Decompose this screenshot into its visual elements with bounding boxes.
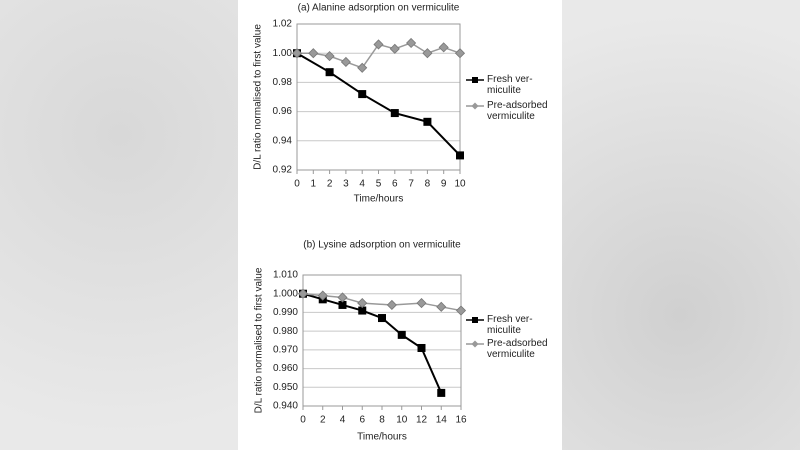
y-axis-label: D/L ratio normalised to first value: [253, 24, 264, 170]
y-tick-label: 0.990: [273, 307, 298, 318]
x-tick-label: 16: [455, 415, 467, 426]
chart-title: (b) Lysine adsorption on vermiculite: [303, 240, 461, 251]
y-axis-label: D/L ratio normalised to first value: [254, 267, 265, 413]
x-tick-label: 9: [441, 179, 447, 190]
x-tick-label: 1: [311, 179, 317, 190]
y-tick-label: 0.960: [273, 363, 298, 374]
x-tick-label: 10: [454, 179, 466, 190]
y-tick-label: 0.950: [273, 382, 298, 393]
marker: [455, 305, 467, 316]
marker: [438, 42, 449, 53]
x-tick-label: 12: [416, 415, 428, 426]
x-tick-label: 6: [359, 415, 365, 426]
marker: [338, 300, 347, 309]
y-tick-label: 0.940: [273, 401, 298, 412]
x-tick-label: 4: [359, 179, 365, 190]
marker: [324, 51, 335, 62]
marker: [358, 90, 367, 99]
marker: [386, 299, 397, 311]
marker: [357, 62, 368, 73]
y-tick-label: 1.010: [273, 270, 298, 281]
marker: [437, 388, 446, 397]
marker: [390, 109, 399, 118]
marker: [357, 298, 368, 309]
legend-entry: Pre-adsorbed vermiculite: [487, 338, 548, 360]
series-line: [302, 292, 443, 394]
marker: [423, 117, 432, 126]
marker: [406, 37, 417, 49]
x-tick-label: 7: [408, 179, 414, 190]
panel: [238, 0, 562, 450]
marker: [317, 290, 328, 301]
y-tick-label: 1.000: [273, 288, 298, 299]
marker: [291, 48, 303, 59]
marker: [297, 288, 309, 299]
marker: [436, 301, 447, 312]
y-tick-label: 1.02: [273, 19, 293, 30]
x-tick-label: 2: [320, 415, 326, 426]
y-tick-label: 0.96: [273, 106, 293, 117]
x-tick-label: 3: [343, 179, 349, 190]
legend-entry: Pre-adsorbed vermiculite: [487, 100, 548, 122]
y-tick-label: 1.00: [273, 48, 293, 59]
y-tick-label: 0.980: [273, 326, 298, 337]
marker: [422, 48, 433, 59]
marker: [337, 292, 348, 303]
marker: [389, 43, 400, 54]
chart-title: (a) Alanine adsorption on vermiculite: [298, 3, 460, 14]
marker: [456, 151, 464, 160]
y-tick-label: 0.970: [273, 344, 298, 355]
legend-entry: Fresh ver- miculite: [487, 314, 533, 336]
marker: [417, 343, 426, 352]
marker: [454, 48, 466, 59]
y-tick-label: 0.98: [273, 77, 293, 88]
x-tick-label: 8: [425, 179, 431, 190]
y-tick-label: 0.94: [273, 135, 293, 146]
marker: [325, 68, 334, 77]
x-tick-label: 8: [379, 415, 385, 426]
marker: [373, 39, 384, 50]
x-tick-label: 5: [376, 179, 382, 190]
legend-entry: Fresh ver- miculite: [487, 74, 533, 96]
x-tick-label: 10: [396, 415, 408, 426]
marker: [378, 314, 386, 323]
marker: [358, 306, 367, 315]
marker: [397, 330, 406, 339]
x-tick-label: 6: [392, 179, 398, 190]
y-tick-label: 0.92: [273, 165, 293, 176]
x-tick-label: 14: [436, 415, 448, 426]
x-axis-label: Time/hours: [357, 432, 407, 443]
x-tick-label: 2: [327, 179, 333, 190]
x-tick-label: 4: [340, 415, 346, 426]
x-tick-label: 0: [300, 415, 306, 426]
marker: [416, 298, 427, 309]
marker: [308, 48, 319, 59]
marker: [340, 56, 351, 68]
x-tick-label: 0: [294, 179, 300, 190]
series-line: [296, 52, 461, 157]
x-axis-label: Time/hours: [354, 194, 404, 205]
